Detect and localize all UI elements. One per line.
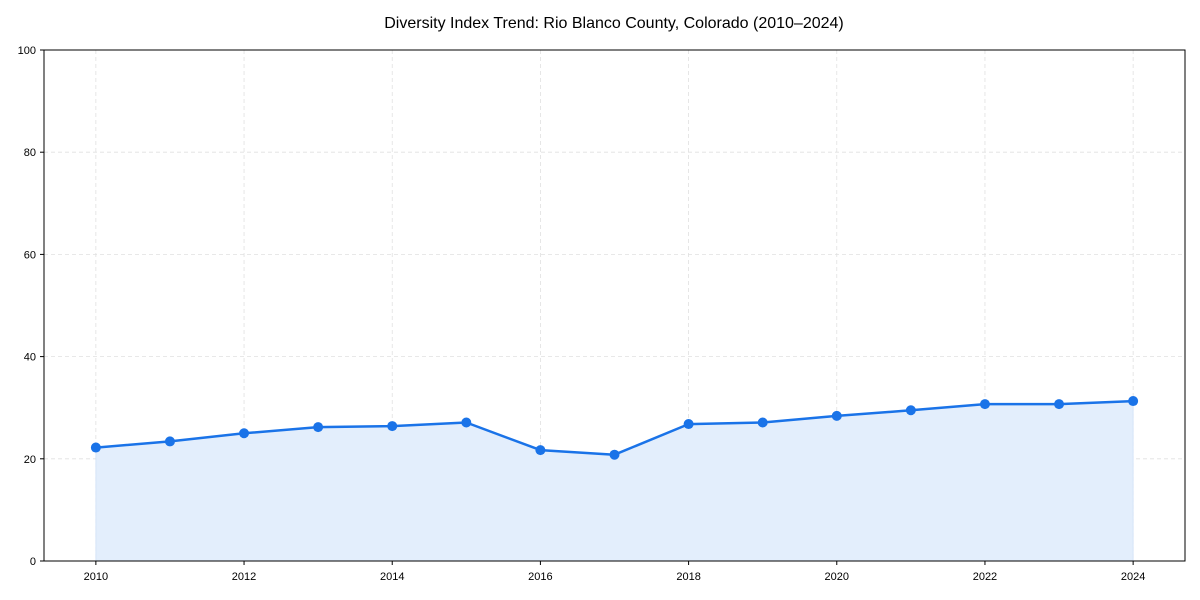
x-tick-label: 2018 [676,571,700,583]
data-markers [90,396,1139,460]
x-axis: 2010 2012 2014 2016 2018 2020 2022 2024 [84,561,1145,583]
y-tick-label: 0 [30,556,36,568]
x-tick-label: 2014 [380,571,404,583]
y-tick-label: 80 [24,147,36,159]
y-tick-label: 100 [18,45,36,57]
data-point [609,449,620,460]
data-point [1054,399,1065,410]
x-tick-label: 2012 [232,571,256,583]
y-axis: 0 20 40 60 80 100 [18,45,44,568]
area-fill [95,400,1134,562]
data-point [683,419,694,430]
data-point [535,445,546,456]
data-point [1128,396,1139,407]
x-tick-label: 2010 [84,571,108,583]
data-point [461,417,472,428]
data-point [313,422,324,433]
chart-title: Diversity Index Trend: Rio Blanco County… [384,15,844,32]
y-tick-label: 40 [24,352,36,364]
x-tick-label: 2022 [973,571,997,583]
data-point [757,417,768,428]
data-point [387,421,398,432]
axes-frame [43,49,1186,562]
x-tick-label: 2024 [1121,571,1145,583]
data-point [979,399,990,410]
data-point [90,442,101,453]
y-tick-label: 20 [24,454,36,466]
data-point [239,428,250,439]
x-tick-label: 2020 [825,571,849,583]
data-point [164,436,175,447]
data-point [831,410,842,421]
data-point [905,405,916,416]
x-tick-label: 2016 [528,571,552,583]
y-tick-label: 60 [24,249,36,261]
